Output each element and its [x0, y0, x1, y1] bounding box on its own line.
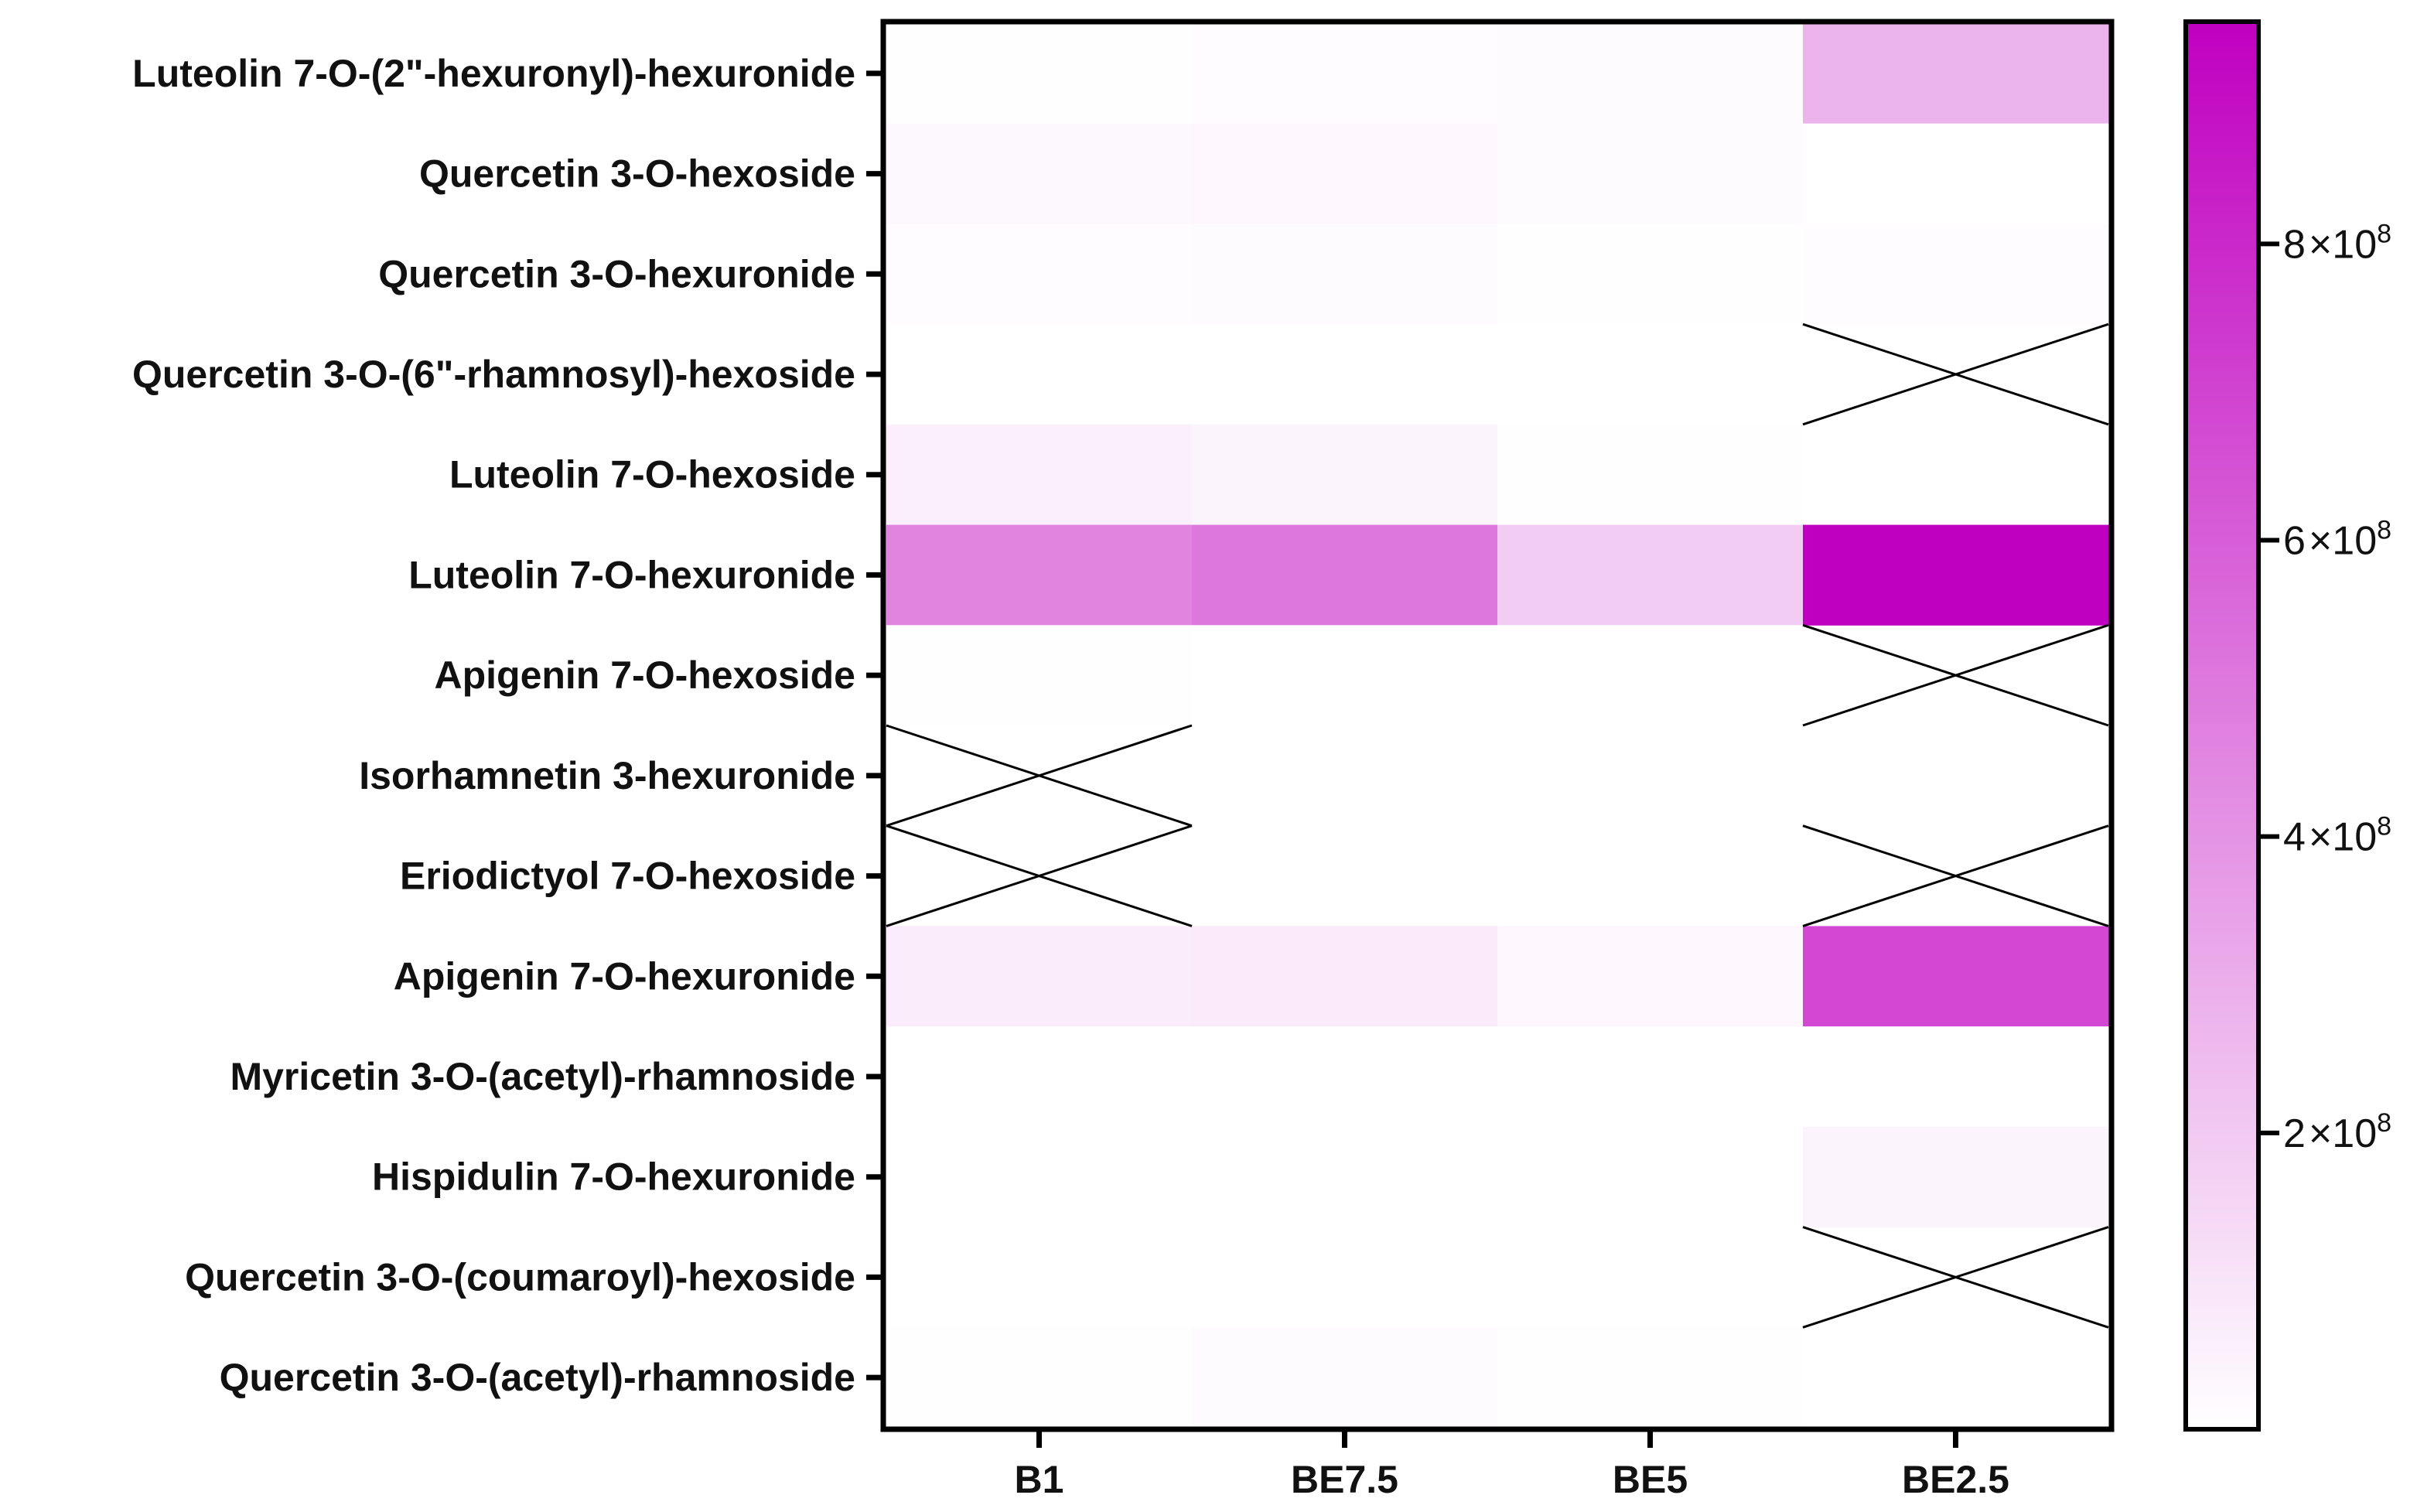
heatmap-cell	[1192, 224, 1498, 325]
heatmap-cell	[1192, 1227, 1498, 1328]
y-tick-label: Quercetin 3-O-(6"-rhamnosyl)-hexoside	[132, 353, 855, 396]
missing-cell-marker	[886, 724, 1193, 828]
colorbar-tick-label: 6×108	[2283, 516, 2391, 564]
heatmap-cell	[886, 324, 1193, 425]
colorbar: 2×108 4×108 6×108 8×108	[2183, 19, 2391, 1432]
heatmap-cell	[1497, 625, 1804, 726]
colorbar-gradient	[2183, 19, 2261, 1432]
colorbar-tick-label: 2×108	[2283, 1108, 2391, 1156]
colorbar-ticks: 2×108 4×108 6×108 8×108	[2261, 219, 2391, 1156]
heatmap-cell	[1497, 725, 1804, 827]
heatmap-cell	[886, 524, 1193, 626]
y-tick-label: Quercetin 3-O-(acetyl)-rhamnoside	[220, 1356, 855, 1399]
plot-frame	[880, 19, 2115, 1432]
y-tick-label: Quercetin 3-O-(coumaroyl)-hexoside	[185, 1255, 855, 1299]
heatmap-cell	[1497, 1026, 1804, 1128]
heatmap-cell	[1803, 1327, 2109, 1428]
heatmap-cell	[886, 625, 1193, 726]
missing-cell-marker	[1802, 323, 2109, 426]
heatmap-cell	[1497, 123, 1804, 224]
missing-cell-marker	[1802, 623, 2109, 727]
heatmap-cell	[1803, 224, 2109, 325]
colorbar-tick-label: 8×108	[2283, 219, 2391, 267]
missing-cell-marker	[886, 824, 1193, 927]
heatmap-cell	[886, 224, 1193, 325]
y-tick-label: Quercetin 3-O-hexuronide	[378, 252, 855, 295]
y-tick-label: Isorhamnetin 3-hexuronide	[359, 754, 855, 797]
heatmap-cell	[1192, 625, 1498, 726]
heatmap-cell	[1803, 524, 2109, 626]
y-axis: Luteolin 7-O-(2"-hexuronyl)-hexuronide Qu…	[132, 52, 883, 1399]
heatmap-cell	[1192, 23, 1498, 125]
heatmap-cell	[1803, 1026, 2109, 1128]
heatmap-cell	[886, 424, 1193, 526]
heatmap-cell	[1803, 424, 2109, 526]
heatmap-cell	[1803, 926, 2109, 1027]
y-tick-label: Apigenin 7-O-hexuronide	[394, 954, 855, 998]
y-tick-label: Apigenin 7-O-hexoside	[434, 654, 855, 697]
heatmap-cell	[1803, 725, 2109, 827]
x-tick-label: BE5	[1613, 1458, 1688, 1501]
heatmap-cell	[1192, 825, 1498, 927]
heatmap-cell	[1192, 524, 1498, 626]
missing-cell-marker	[1802, 824, 2109, 927]
missing-markers	[886, 323, 2109, 1329]
heatmap-cell	[1497, 23, 1804, 125]
x-tick-label: B1	[1015, 1458, 1064, 1501]
heatmap-cell	[886, 23, 1193, 125]
heatmap-cell	[886, 1327, 1193, 1428]
y-tick-label: Luteolin 7-O-hexoside	[449, 453, 855, 497]
heatmap-cell	[1192, 324, 1498, 425]
colorbar-tick-label: 4×108	[2283, 812, 2391, 860]
x-tick-label: BE7.5	[1291, 1458, 1398, 1501]
heatmap-cell	[1192, 926, 1498, 1027]
y-tick-label: Quercetin 3-O-hexoside	[419, 152, 855, 196]
heatmap-cell	[1497, 1227, 1804, 1328]
heatmap-cell	[886, 926, 1193, 1027]
heatmap-cell	[886, 1227, 1193, 1328]
heatmap-cell	[1192, 424, 1498, 526]
heatmap-cell	[1803, 1126, 2109, 1228]
heatmap-cell	[1497, 1327, 1804, 1428]
heatmap-cell	[1497, 1126, 1804, 1228]
heatmap-cell	[1497, 524, 1804, 626]
heatmap-cell	[1803, 23, 2109, 125]
heatmap-cell	[1497, 324, 1804, 425]
heatmap-cell	[1192, 1327, 1498, 1428]
heatmap-cell	[886, 1026, 1193, 1128]
y-tick-label: Myricetin 3-O-(acetyl)-rhamnoside	[230, 1055, 855, 1098]
heatmap-cell	[1192, 1026, 1498, 1128]
heatmap-cell	[1803, 123, 2109, 224]
missing-cell-marker	[1802, 1226, 2109, 1329]
heatmap-cell	[1497, 825, 1804, 927]
heatmap-cell	[1497, 926, 1804, 1027]
heatmap-cell	[1497, 224, 1804, 325]
heatmap-cell	[1192, 725, 1498, 827]
x-tick-label: BE2.5	[1902, 1458, 2009, 1501]
heatmap-cell	[1497, 424, 1804, 526]
heatmap-cell	[1192, 1126, 1498, 1228]
heatmap-cell	[886, 123, 1193, 224]
y-tick-label: Eriodictyol 7-O-hexoside	[400, 855, 855, 898]
heatmap-cell	[1192, 123, 1498, 224]
x-axis: B1 BE7.5 BE5 BE2.5	[1015, 1429, 2009, 1501]
y-tick-label: Hispidulin 7-O-hexuronide	[372, 1155, 855, 1199]
y-tick-label: Luteolin 7-O-hexuronide	[408, 553, 855, 596]
heatmap-cell	[886, 1126, 1193, 1228]
heatmap-cells	[886, 23, 2109, 1428]
y-tick-label: Luteolin 7-O-(2"-hexuronyl)-hexuronide	[132, 52, 855, 95]
